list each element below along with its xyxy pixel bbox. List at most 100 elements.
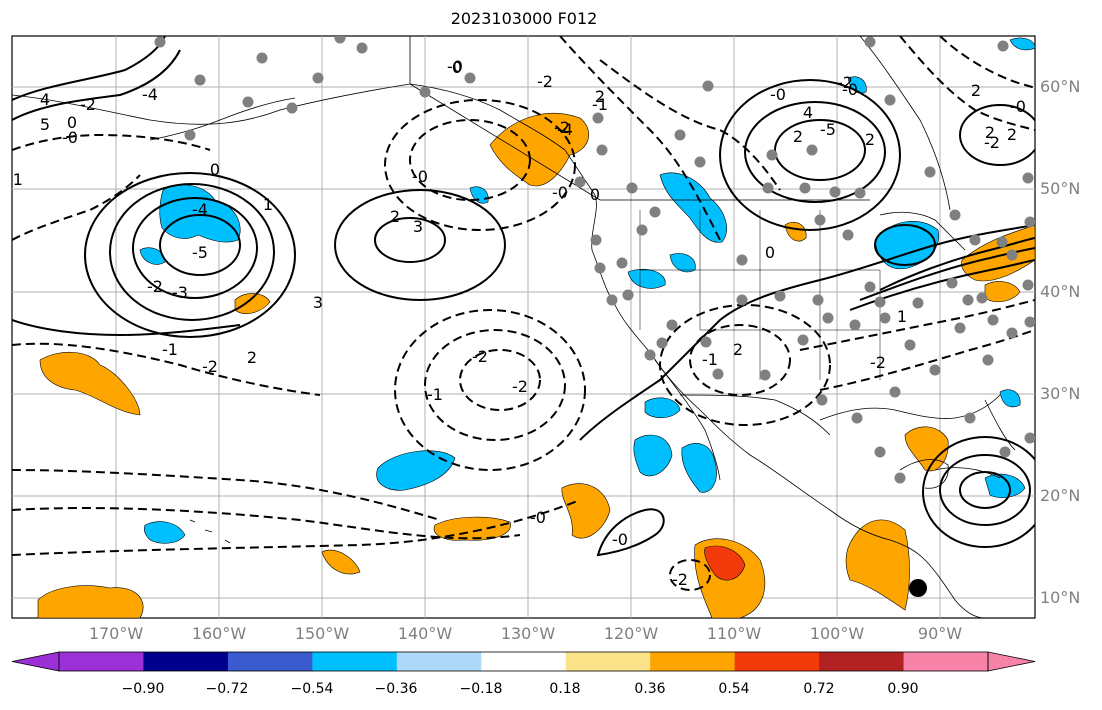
orange-area	[39, 351, 141, 416]
contour-label: -2	[512, 377, 528, 396]
colorbar-arrow-right	[987, 651, 1036, 672]
station-dot	[649, 206, 661, 218]
contour-label: -0	[612, 530, 628, 549]
orange-area	[37, 585, 144, 618]
station-dot	[797, 334, 809, 346]
dashed-contour	[12, 499, 581, 556]
station-dot	[884, 94, 896, 106]
station-dot	[700, 336, 712, 348]
station-dot	[1006, 327, 1018, 339]
station-dot	[644, 349, 656, 361]
contour-label: 1	[897, 307, 907, 326]
dashed-contour	[899, 36, 1035, 131]
station-dot	[816, 394, 828, 406]
contour-label: -2	[984, 133, 1000, 152]
colorbar-segment	[819, 652, 905, 671]
dashed-contour	[799, 299, 1035, 351]
station-dot	[889, 386, 901, 398]
dashed-contour	[12, 133, 211, 151]
solid-contour	[374, 217, 446, 263]
contour-label: -2	[147, 277, 163, 296]
orange-area	[784, 221, 807, 242]
colorbar	[11, 651, 1036, 672]
contour-label: -1	[702, 350, 718, 369]
canada-border	[409, 36, 870, 201]
blue-area	[633, 434, 673, 477]
contour-label: 5	[40, 115, 50, 134]
contour-label: 2	[595, 87, 605, 106]
contour-label: -5	[192, 243, 208, 262]
station-dot	[829, 186, 841, 198]
contour-label: -0	[62, 128, 78, 147]
contour-label: 2	[793, 127, 803, 146]
lat-label: 30°N	[1040, 384, 1081, 403]
contour-label: 2	[1007, 125, 1017, 144]
station-dot	[1006, 249, 1018, 261]
colorbar-segment	[396, 652, 482, 671]
colorbar-segment	[143, 652, 229, 671]
contour-label: -5	[820, 120, 836, 139]
station-dot	[1024, 316, 1035, 328]
storm-marker	[909, 579, 927, 597]
contour-label: 2	[865, 130, 875, 149]
contour-label: -2	[537, 72, 553, 91]
station-dot	[592, 112, 604, 124]
station-dot	[969, 234, 981, 246]
contour-label: -2	[554, 118, 570, 137]
contour-label: 1	[263, 195, 273, 214]
station-dot	[606, 294, 618, 306]
contour-label: 0	[590, 185, 600, 204]
station-dot	[636, 224, 648, 236]
contour-label: 2	[247, 348, 257, 367]
solid-contour	[132, 197, 258, 299]
station-dot	[996, 236, 1008, 248]
contour-label: -0	[412, 167, 428, 186]
contour-label: 4	[803, 103, 813, 122]
station-dot	[949, 209, 961, 221]
aleutian-chain	[149, 97, 296, 141]
alaska-coast	[12, 83, 411, 125]
station-dot	[666, 319, 678, 331]
station-dot	[894, 472, 906, 484]
solid-contour	[922, 436, 1035, 548]
station-dot	[851, 412, 863, 424]
station-dot	[702, 80, 714, 92]
colorbar-tick-label: 0.36	[634, 681, 666, 697]
station-dot	[616, 257, 628, 269]
us-mexico-border	[679, 394, 831, 436]
baja-california	[654, 359, 721, 481]
station-dot	[712, 368, 724, 380]
contour-label: -0	[552, 183, 568, 202]
station-dot	[774, 290, 786, 302]
station-dot	[849, 319, 861, 331]
station-dot	[964, 412, 976, 424]
station-dot	[879, 312, 891, 324]
contour-label: -0	[842, 80, 858, 99]
solid-contour	[84, 172, 296, 338]
contour-label: -1	[162, 340, 178, 359]
florida	[984, 399, 1016, 451]
station-dot	[997, 40, 1009, 52]
solid-contour	[744, 101, 886, 203]
station-dot	[762, 182, 774, 194]
station-dot	[334, 36, 346, 44]
contour-label: -2	[202, 357, 218, 376]
blue-area	[847, 76, 867, 94]
station-dot	[356, 42, 368, 54]
solid-contour	[596, 508, 665, 557]
contour-label: -3	[172, 283, 188, 302]
dashed-contour	[12, 174, 141, 241]
station-dot	[596, 144, 608, 156]
solid-contour	[879, 237, 1035, 291]
gulf-coast	[819, 394, 1001, 421]
solid-contour	[579, 224, 1035, 441]
contour-label: -0	[770, 85, 786, 104]
station-dot	[626, 182, 638, 194]
yucatan	[899, 459, 949, 489]
lat-label: 50°N	[1040, 179, 1081, 198]
lon-label: 160°W	[191, 624, 247, 643]
lon-label: 110°W	[706, 624, 762, 643]
map-title: 2023103000 F012	[450, 9, 598, 28]
station-dot	[286, 102, 298, 114]
station-dot	[312, 72, 324, 84]
